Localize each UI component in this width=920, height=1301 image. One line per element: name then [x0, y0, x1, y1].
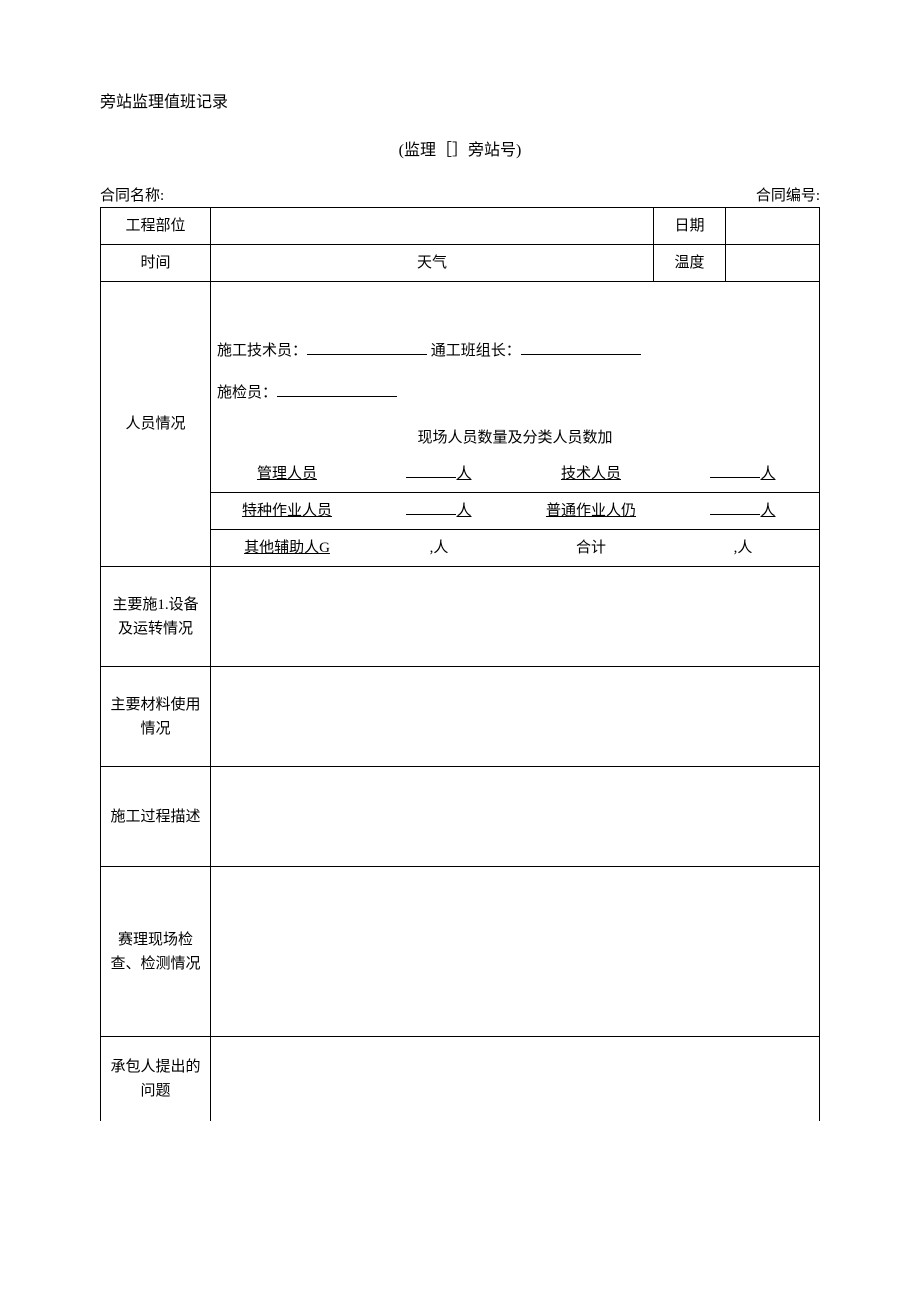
special-unit: 人 [456, 503, 471, 519]
total-label: 合计 [576, 540, 606, 556]
row-personnel-top: 人员情况 施工技术员： 通工班组长： 施检员： [101, 282, 820, 421]
inspector-label: 施检员： [217, 385, 277, 401]
ordinary-unit: 人 [760, 503, 775, 519]
mgmt-blank [406, 463, 456, 478]
row-project-part: 工程部位 日期 [101, 208, 820, 245]
ordinary-label: 普通作业人仍 [546, 503, 636, 519]
label-personnel: 人员情况 [101, 282, 211, 567]
label-equipment: 主要施1.设备及运转情况 [101, 567, 211, 667]
value-process [211, 767, 820, 867]
row-contractor-issues: 承包人提出的问题 [101, 1037, 820, 1121]
row-inspection: 赛理现场检查、检测情况 [101, 867, 820, 1037]
label-process: 施工过程描述 [101, 767, 211, 867]
value-materials [211, 667, 820, 767]
mgmt-unit: 人 [456, 466, 471, 482]
label-project-part: 工程部位 [101, 208, 211, 245]
label-date: 日期 [654, 208, 726, 245]
inspector-blank [277, 382, 397, 397]
document-title: 旁站监理值班记录 [100, 88, 820, 112]
special-label: 特种作业人员 [242, 503, 332, 519]
other-unit: ,人 [430, 540, 449, 556]
row-materials: 主要材料使用情况 [101, 667, 820, 767]
header-row: 合同名称: 合同编号: [100, 184, 820, 205]
value-contractor-issues [211, 1037, 820, 1121]
tech-unit: 人 [760, 466, 775, 482]
tech-staff-blank [307, 340, 427, 355]
label-materials: 主要材料使用情况 [101, 667, 211, 767]
special-blank [406, 500, 456, 515]
contract-no-label: 合同编号: [756, 184, 820, 205]
tech-blank [710, 463, 760, 478]
label-time: 时间 [101, 245, 211, 282]
label-inspection: 赛理现场检查、检测情况 [101, 867, 211, 1037]
team-leader-blank [521, 340, 641, 355]
row-process: 施工过程描述 [101, 767, 820, 867]
document-subtitle: (监理［］旁站号) [100, 136, 820, 160]
team-leader-label: 通工班组长： [431, 343, 521, 359]
value-temperature [726, 245, 820, 282]
contract-name-label: 合同名称: [100, 184, 164, 205]
personnel-sub-row1: 管理人员 人 技术人员 人 [211, 456, 819, 492]
tech-staff-label: 施工技术员： [217, 343, 307, 359]
personnel-sub-row2: 特种作业人员 人 普通作业人仍 人 [211, 493, 819, 529]
label-contractor-issues: 承包人提出的问题 [101, 1037, 211, 1121]
mgmt-label: 管理人员 [257, 466, 317, 482]
other-label: 其他辅助人G [244, 540, 330, 556]
total-unit: ,人 [734, 540, 753, 556]
value-equipment [211, 567, 820, 667]
personnel-text-cell: 施工技术员： 通工班组长： 施检员： [211, 282, 820, 421]
personnel-sub-row3: 其他辅助人G ,人 合计 ,人 [211, 530, 819, 566]
value-date [726, 208, 820, 245]
label-weather: 天气 [211, 245, 654, 282]
ordinary-blank [710, 500, 760, 515]
value-inspection [211, 867, 820, 1037]
row-equipment: 主要施1.设备及运转情况 [101, 567, 820, 667]
row-time-weather: 时间 天气 温度 [101, 245, 820, 282]
value-project-part [211, 208, 654, 245]
tech-label: 技术人员 [561, 466, 621, 482]
onsite-header: 现场人员数量及分类人员数加 [211, 420, 820, 456]
label-temperature: 温度 [654, 245, 726, 282]
main-form-table: 工程部位 日期 时间 天气 温度 人员情况 施工技术员： 通工班组长： 施检员：… [100, 207, 820, 1121]
